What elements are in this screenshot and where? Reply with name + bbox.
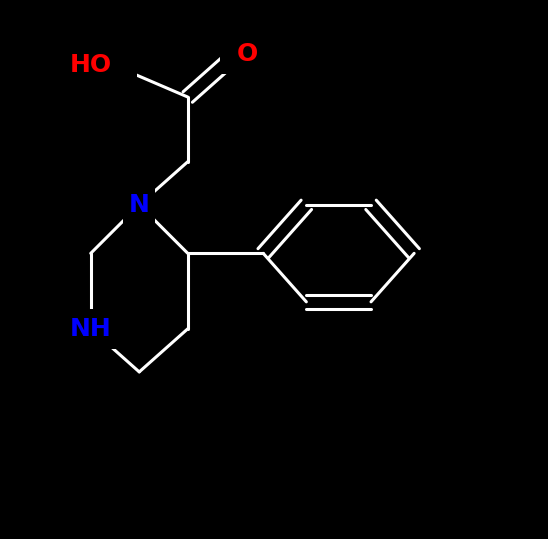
- FancyBboxPatch shape: [123, 184, 156, 225]
- FancyBboxPatch shape: [220, 33, 253, 74]
- FancyBboxPatch shape: [66, 308, 116, 349]
- Text: O: O: [236, 42, 258, 66]
- Text: N: N: [129, 193, 150, 217]
- Text: HO: HO: [70, 53, 112, 77]
- Text: NH: NH: [70, 317, 112, 341]
- FancyBboxPatch shape: [88, 45, 137, 85]
